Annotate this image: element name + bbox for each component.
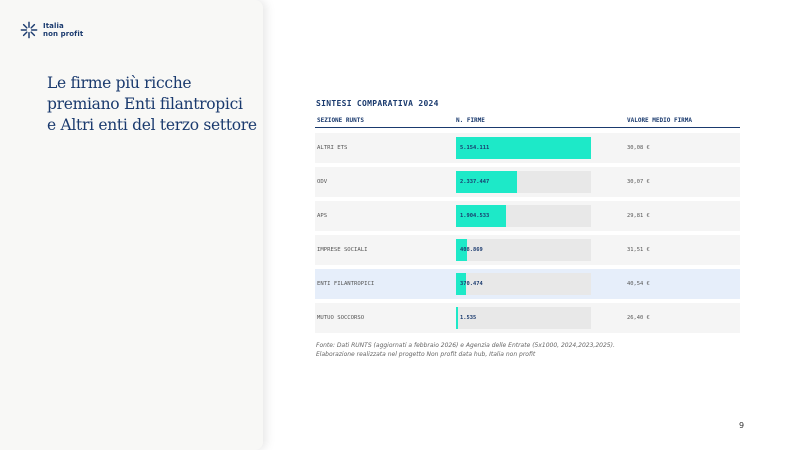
table-row: ODV 2.337.447 30,07 €: [315, 167, 740, 197]
table-title: SINTESI COMPARATIVA 2024: [316, 99, 439, 108]
signatures-bar: [456, 307, 458, 329]
bar-track: 370.474: [456, 273, 591, 295]
row-category-label: ODV: [317, 179, 328, 185]
avg-value-label: 26,40 €: [627, 315, 650, 321]
column-header-signatures: N. FIRME: [456, 117, 485, 124]
row-category-label: APS: [317, 213, 328, 219]
signatures-value-label: 1.535: [460, 315, 477, 321]
source-line: Elaborazione realizzata nel progetto Non…: [316, 350, 536, 358]
asterisk-star-icon: [20, 21, 38, 39]
table-row: ENTI FILANTROPICI 370.474 40,54 €: [315, 269, 740, 299]
row-category-label: IMPRESE SOCIALI: [317, 247, 368, 253]
bar-track: 408.869: [456, 239, 591, 261]
avg-value-label: 30,07 €: [627, 179, 650, 185]
left-panel: Italia non profit Le firme più ricche pr…: [0, 0, 263, 450]
bar-track: 1.904.533: [456, 205, 591, 227]
signatures-value-label: 5.154.111: [460, 145, 490, 151]
signatures-value-label: 408.869: [460, 247, 483, 253]
signatures-value-label: 2.337.447: [460, 179, 490, 185]
brand-line1: Italia: [43, 22, 64, 30]
row-category-label: ALTRI ETS: [317, 145, 348, 151]
bar-track: 1.535: [456, 307, 591, 329]
table-header: SEZIONE RUNTS N. FIRME VALORE MEDIO FIRM…: [315, 114, 740, 128]
row-category-label: MUTUO SOCCORSO: [317, 315, 365, 321]
signatures-bar: [456, 171, 518, 193]
signatures-bar: [456, 273, 466, 295]
title-line: Le firme più ricche: [47, 74, 192, 92]
row-category-label: ENTI FILANTROPICI: [317, 281, 375, 287]
bar-track: 2.337.447: [456, 171, 591, 193]
avg-value-label: 29,81 €: [627, 213, 650, 219]
table-row: IMPRESE SOCIALI 408.869 31,51 €: [315, 235, 740, 265]
page-number: 9: [739, 421, 745, 430]
title-line: e Altri enti del terzo settore: [47, 116, 257, 134]
avg-value-label: 30,08 €: [627, 145, 650, 151]
signatures-bar: [456, 205, 506, 227]
column-header-section: SEZIONE RUNTS: [317, 117, 364, 124]
signatures-bar: [456, 239, 467, 261]
column-header-avg-value: VALORE MEDIO FIRMA: [627, 117, 693, 124]
avg-value-label: 31,51 €: [627, 247, 650, 253]
table-body: ALTRI ETS 5.154.111 30,08 € ODV 2.337.447 30,…: [315, 133, 740, 337]
slide-title: Le firme più ricche premiano Enti filant…: [47, 73, 257, 136]
brand-line2: non profit: [43, 30, 84, 38]
brand-name: Italia non profit: [43, 22, 83, 38]
title-line: premiano Enti filantropici: [47, 95, 243, 113]
signatures-bar: [456, 137, 591, 159]
source-note: Fonte: Dati RUNTS (aggiornati a febbraio…: [316, 342, 736, 359]
brand-logo: Italia non profit: [20, 21, 83, 39]
table-row: MUTUO SOCCORSO 1.535 26,40 €: [315, 303, 740, 333]
source-line: Fonte: Dati RUNTS (aggiornati a febbraio…: [316, 342, 615, 349]
table-row: ALTRI ETS 5.154.111 30,08 €: [315, 133, 740, 163]
table-row: APS 1.904.533 29,81 €: [315, 201, 740, 231]
bar-track: 5.154.111: [456, 137, 591, 159]
avg-value-label: 40,54 €: [627, 281, 650, 287]
signatures-value-label: 1.904.533: [460, 213, 490, 219]
signatures-value-label: 370.474: [460, 281, 483, 287]
